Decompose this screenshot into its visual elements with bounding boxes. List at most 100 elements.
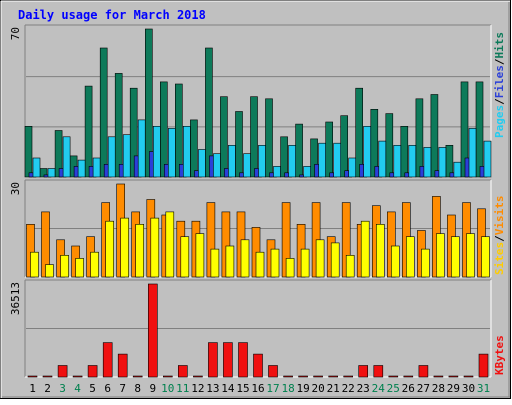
x-tick-label-22: 22	[342, 382, 355, 395]
bar-kbytes-12	[193, 375, 203, 378]
series-kbytes	[27, 283, 489, 378]
bar-kbytes-29	[448, 375, 459, 378]
bar-pages-6	[107, 136, 116, 178]
x-tick-label-24: 24	[372, 382, 386, 395]
x-tick-label-26: 26	[402, 382, 415, 395]
bar-pages-23	[363, 126, 372, 178]
bar-kbytes-1	[27, 375, 38, 378]
bar-hits-28	[430, 94, 439, 178]
x-tick-label-3: 3	[59, 382, 66, 395]
bar-sites-29	[451, 236, 460, 278]
bar-hits-9	[145, 28, 153, 178]
x-tick-label-27: 27	[417, 382, 430, 395]
legend-pages-files-hits-part-2: Files	[493, 65, 506, 98]
bar-hits-20	[310, 138, 318, 178]
bar-hits-8	[129, 87, 138, 178]
bar-kbytes-30	[463, 375, 474, 378]
x-tick-label-1: 1	[29, 382, 36, 395]
bar-pages-8	[137, 119, 146, 178]
bar-sites-9	[150, 217, 160, 278]
legend-kbytes: KBytes	[493, 335, 506, 375]
bar-hits-22	[340, 115, 349, 178]
bar-sites-18	[285, 258, 295, 278]
x-tick-label-9: 9	[149, 382, 156, 395]
x-tick-label-2: 2	[44, 382, 51, 395]
x-tick-label-19: 19	[296, 382, 309, 395]
bar-sites-19	[300, 248, 310, 278]
bar-kbytes-8	[132, 375, 143, 378]
x-tick-label-21: 21	[327, 382, 340, 395]
bar-sites-8	[135, 224, 144, 278]
bar-sites-6	[105, 220, 114, 278]
bar-sites-7	[120, 217, 129, 278]
bar-sites-16	[255, 251, 265, 278]
legend-pages-files-hits-part-0: Pages	[493, 105, 506, 138]
x-tick-label-12: 12	[191, 382, 204, 395]
bar-pages-10	[168, 128, 176, 178]
bar-pages-19	[303, 166, 311, 178]
bar-pages-7	[122, 134, 131, 178]
series-hits	[24, 28, 484, 178]
bar-sites-30	[466, 233, 475, 278]
bar-kbytes-16	[253, 353, 263, 378]
bar-hits-5	[84, 85, 93, 178]
x-tick-label-17: 17	[266, 382, 279, 395]
x-tick-label-20: 20	[311, 382, 324, 395]
x-tick-label-14: 14	[221, 382, 235, 395]
max-label-hits: 70	[9, 27, 22, 40]
legend-sites-visits-part-2: Visits	[493, 196, 506, 236]
bar-pages-24	[378, 140, 387, 178]
bar-pages-21	[333, 142, 342, 178]
bar-sites-2	[45, 264, 54, 278]
bar-kbytes-24	[373, 365, 384, 378]
bar-pages-13	[213, 153, 221, 178]
bar-sites-31	[481, 236, 490, 278]
bar-sites-27	[421, 248, 430, 278]
series-pages	[32, 119, 492, 178]
legend-sites-visits-part-0: Sites	[493, 242, 506, 275]
bar-pages-27	[423, 147, 432, 178]
bar-pages-29	[453, 161, 462, 178]
legend-pages-files-hits-part-3: /	[493, 58, 506, 65]
bar-kbytes-11	[178, 365, 188, 378]
bar-sites-13	[210, 248, 220, 278]
bar-sites-11	[180, 236, 190, 278]
bar-kbytes-13	[208, 342, 218, 378]
bar-pages-18	[288, 145, 296, 178]
bar-kbytes-2	[42, 375, 53, 378]
bar-hits-21	[325, 121, 334, 178]
bar-sites-25	[390, 245, 400, 278]
bar-sites-21	[330, 242, 340, 278]
x-tick-label-31: 31	[477, 382, 490, 395]
x-tick-label-23: 23	[357, 382, 370, 395]
bar-kbytes-26	[403, 375, 414, 378]
chart-title: Daily usage for March 2018	[18, 8, 206, 22]
bar-pages-31	[483, 140, 492, 178]
legend-sites-visits: Sites/Visits	[493, 196, 506, 276]
x-tick-label-10: 10	[161, 382, 174, 395]
bar-pages-20	[318, 142, 326, 178]
bar-pages-9	[153, 126, 161, 178]
bar-sites-26	[405, 236, 415, 278]
bar-hits-17	[265, 98, 273, 178]
series-sites	[30, 211, 490, 278]
bar-sites-14	[225, 245, 235, 278]
bar-hits-18	[280, 136, 288, 178]
bar-sites-1	[30, 251, 39, 278]
bar-kbytes-9	[148, 283, 158, 378]
bar-hits-15	[235, 111, 243, 178]
bar-pages-26	[408, 145, 417, 178]
legend-kbytes-part-0: KBytes	[493, 335, 506, 375]
legend-pages-files-hits: Pages/Files/Hits	[493, 32, 506, 138]
legend-pages-files-hits-part-4: Hits	[493, 32, 506, 59]
bar-kbytes-19	[298, 375, 308, 378]
bar-kbytes-20	[313, 375, 323, 378]
bar-sites-4	[75, 258, 84, 278]
bar-hits-23	[355, 87, 364, 178]
x-tick-label-15: 15	[236, 382, 249, 395]
bar-hits-16	[250, 96, 258, 178]
